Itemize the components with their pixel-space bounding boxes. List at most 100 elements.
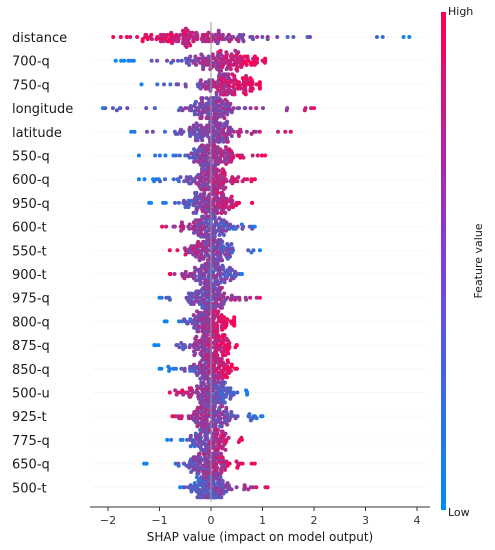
- shap-point: [186, 274, 191, 279]
- shap-point: [176, 390, 181, 395]
- shap-point: [203, 86, 208, 91]
- shap-point: [230, 267, 234, 272]
- shap-point: [158, 39, 163, 44]
- shap-point: [200, 209, 205, 214]
- shap-point: [206, 234, 211, 239]
- shap-point: [245, 54, 250, 59]
- shap-point: [212, 234, 217, 239]
- shap-point: [219, 429, 224, 434]
- shap-point: [191, 203, 196, 207]
- shap-point: [196, 173, 201, 177]
- shap-point: [233, 226, 238, 231]
- shap-point: [224, 196, 229, 201]
- shap-point: [167, 32, 172, 37]
- shap-point-extreme: [167, 248, 172, 253]
- feature-label: 500-t: [12, 481, 47, 496]
- shap-point: [179, 131, 184, 136]
- shap-point: [220, 32, 225, 37]
- feature-label: 550-q: [12, 150, 50, 165]
- shap-point: [201, 380, 206, 385]
- shap-point: [204, 62, 209, 67]
- shap-point: [199, 96, 204, 101]
- shap-point: [224, 228, 229, 233]
- shap-point: [223, 145, 228, 150]
- feature-label: 925-t: [12, 410, 47, 425]
- shap-point-extreme: [252, 224, 257, 229]
- shap-point: [122, 58, 127, 63]
- shap-point: [219, 68, 224, 73]
- shap-point: [176, 463, 181, 468]
- shap-point: [207, 136, 212, 141]
- shap-point: [206, 258, 210, 263]
- shap-point: [155, 58, 160, 63]
- shap-point: [184, 45, 189, 49]
- shap-point: [240, 461, 245, 466]
- x-tick-label: −1: [151, 514, 167, 527]
- shap-point: [205, 404, 210, 409]
- shap-point: [253, 129, 258, 134]
- shap-point: [216, 50, 221, 55]
- shap-point: [152, 106, 157, 111]
- shap-point: [227, 418, 232, 423]
- shap-point: [216, 333, 221, 338]
- shap-point: [198, 282, 203, 286]
- shap-point: [254, 485, 259, 490]
- shap-point: [161, 32, 166, 37]
- shap-point: [207, 192, 212, 197]
- shap-point: [230, 72, 235, 77]
- shap-point: [285, 35, 290, 39]
- shap-point: [179, 416, 184, 421]
- shap-point: [230, 151, 235, 156]
- shap-point: [149, 58, 154, 63]
- shap-point: [215, 228, 220, 233]
- shap-point: [201, 353, 206, 358]
- shap-point: [201, 333, 206, 338]
- feature-label: 800-q: [12, 315, 50, 330]
- shap-point: [308, 35, 312, 39]
- shap-point: [188, 246, 193, 251]
- shap-point: [228, 278, 233, 283]
- shap-point: [188, 437, 193, 442]
- shap-point: [203, 187, 208, 192]
- shap-point-extreme: [160, 224, 165, 229]
- shap-point: [172, 272, 177, 276]
- shap-point: [248, 35, 253, 39]
- shap-point: [189, 302, 194, 306]
- shap-point: [131, 58, 136, 63]
- shap-point: [176, 179, 181, 184]
- shap-point-extreme: [157, 366, 162, 371]
- shap-point: [204, 101, 209, 106]
- shap-point: [163, 177, 167, 182]
- shap-point: [214, 356, 219, 361]
- shap-point: [212, 84, 217, 89]
- shap-point: [206, 187, 211, 192]
- shap-point-extreme: [257, 248, 262, 253]
- shap-point: [214, 420, 219, 425]
- shap-point: [167, 297, 172, 302]
- shap-point: [222, 280, 227, 285]
- shap-point: [251, 37, 255, 42]
- shap-point: [197, 258, 202, 263]
- shap-point: [180, 28, 185, 33]
- shap-point: [190, 30, 195, 35]
- shap-point: [200, 138, 205, 143]
- shap-point: [238, 86, 243, 91]
- shap-point: [174, 366, 178, 371]
- shap-point: [192, 325, 197, 330]
- shap-point-extreme: [263, 58, 268, 63]
- shap-point-extreme: [111, 35, 116, 39]
- shap-point: [218, 424, 223, 429]
- shap-point: [244, 297, 249, 302]
- shap-point: [197, 302, 202, 306]
- shap-point: [189, 470, 194, 474]
- shap-point: [257, 129, 262, 134]
- shap-point: [149, 32, 154, 37]
- shap-point: [183, 84, 188, 89]
- shap-point: [225, 256, 230, 261]
- colorbar-low-label: Low: [448, 506, 470, 519]
- shap-point: [225, 386, 230, 391]
- shap-point: [203, 424, 208, 429]
- shap-point: [212, 139, 217, 144]
- shap-point: [222, 333, 227, 338]
- shap-point: [199, 52, 204, 57]
